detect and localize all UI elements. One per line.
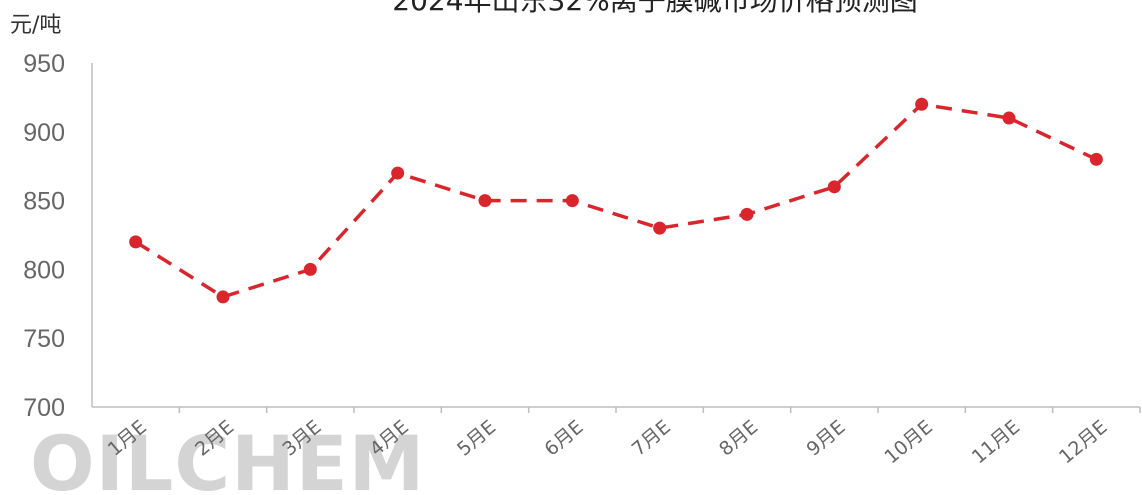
x-tick-label: 9月E <box>802 416 849 461</box>
y-tick-label: 950 <box>23 50 65 78</box>
series-line <box>134 102 1098 299</box>
x-tick-label: 12月E <box>1055 416 1111 468</box>
y-tick-label: 700 <box>23 394 65 422</box>
y-axis-ticks: 700 750 800 850 900 950 <box>23 50 65 422</box>
data-point <box>740 207 754 221</box>
data-point <box>653 221 667 235</box>
data-point <box>1089 152 1103 166</box>
x-tick-label: 6月E <box>540 416 587 461</box>
x-tick-label: 10月E <box>880 416 936 468</box>
x-tick-label: 8月E <box>715 416 762 461</box>
series-group <box>129 97 1103 304</box>
y-axis-unit-label: 元/吨 <box>10 13 61 38</box>
y-tick-label: 900 <box>23 119 65 147</box>
data-point <box>478 194 492 208</box>
y-tick-label: 750 <box>23 325 65 353</box>
data-point <box>1002 111 1016 125</box>
y-tick-label: 850 <box>23 188 65 216</box>
y-tick-label: 800 <box>23 256 65 284</box>
data-point <box>391 166 405 180</box>
x-tick-label: 11月E <box>968 416 1024 468</box>
x-tick-label: 5月E <box>453 416 500 461</box>
chart-title: 2024年山东32%离子膜碱市场价格预测图 <box>392 0 918 17</box>
watermark-logo: OILCHEM <box>30 419 425 495</box>
data-point <box>303 262 317 276</box>
data-point <box>216 290 230 304</box>
axes <box>91 63 1141 413</box>
data-point <box>827 180 841 194</box>
data-point <box>565 194 579 208</box>
data-point <box>915 97 929 111</box>
x-tick-label: 7月E <box>628 416 675 461</box>
data-point <box>129 235 143 249</box>
